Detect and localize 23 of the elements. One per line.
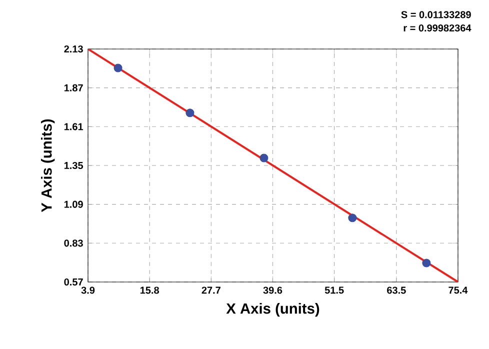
y-tick-label: 2.13 [64,45,83,53]
x-tick-label: 3.9 [81,286,95,294]
text: S = 0.01133289 [401,11,471,18]
point [422,258,431,268]
y-tick-label: 0.83 [64,240,83,247]
x-axis-title: X Axis (units) [226,302,320,317]
x-tick-label: 27.7 [202,286,220,294]
y-tick-label: 1.87 [64,84,83,92]
point [186,108,194,118]
y-tick-label: 0.57 [64,278,83,286]
point [260,154,268,162]
y-axis-title: Y Axis (units) [41,119,55,212]
x-tick-label: 75.4 [448,286,468,294]
y-tick-label: 1.61 [64,123,84,130]
point [114,64,122,72]
y-tick-label: 1.09 [64,200,83,208]
x-tick-label: 15.8 [140,286,159,294]
x-tick-label: 63.5 [387,286,406,294]
text: r = 0.99982364 [404,24,472,32]
x-tick-label: 51.5 [324,286,344,294]
point [348,214,357,222]
y-tick-label: 1.35 [64,162,84,170]
x-tick-label: 39.6 [263,286,282,294]
